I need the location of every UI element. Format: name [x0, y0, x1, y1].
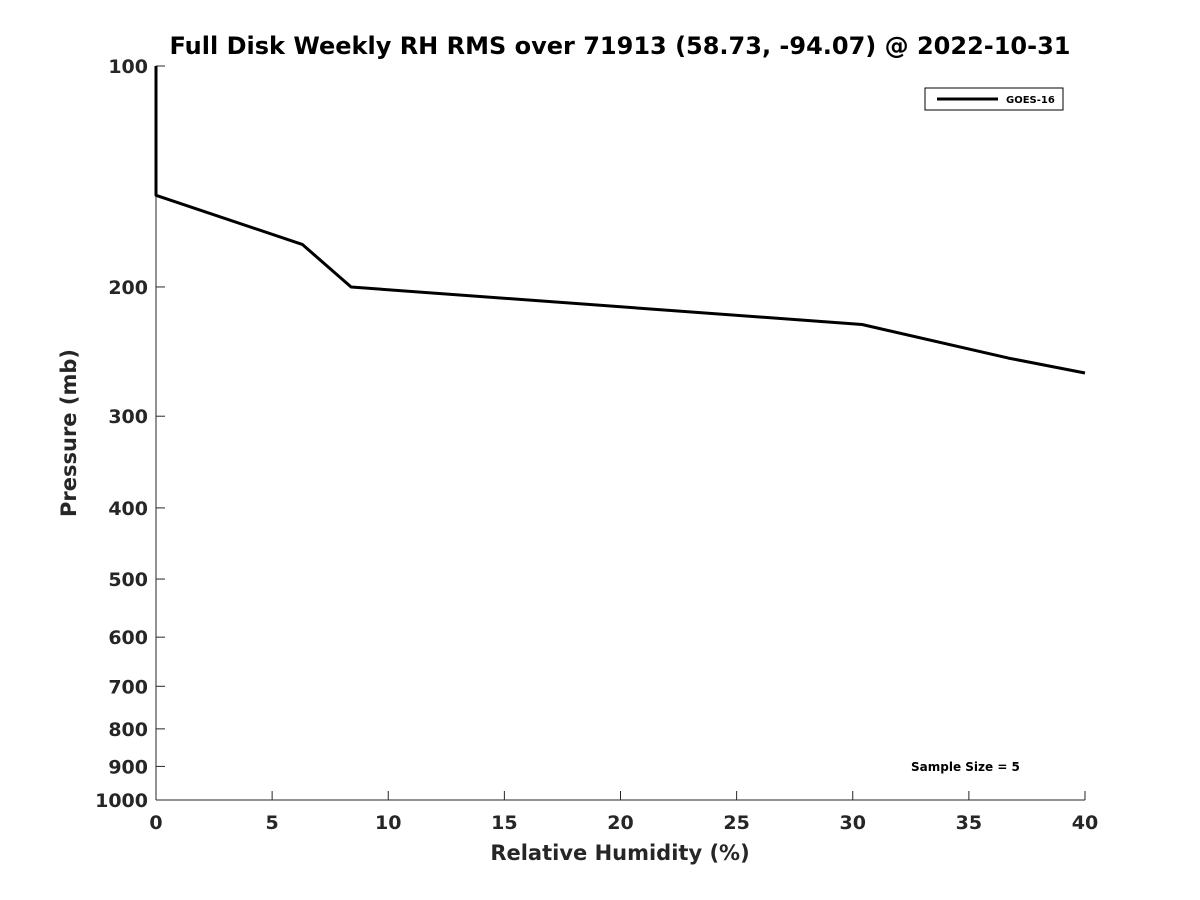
chart-title: Full Disk Weekly RH RMS over 71913 (58.7…	[169, 32, 1070, 60]
x-tick-label-2: 10	[375, 812, 401, 834]
x-tick-label-1: 5	[266, 812, 279, 834]
x-axis-label: Relative Humidity (%)	[490, 841, 749, 865]
legend-label-goes-16: GOES-16	[1006, 95, 1055, 106]
x-tick-label-7: 35	[956, 812, 982, 834]
x-tick-label-4: 20	[607, 812, 633, 834]
y-tick-label-5: 600	[108, 627, 148, 649]
y-tick-label-7: 800	[108, 719, 148, 741]
x-tick-label-6: 30	[840, 812, 866, 834]
y-tick-label-4: 500	[108, 569, 148, 591]
plot-area: 0 5 10 15 20 25 30 35 40 100 200 300 400 500 600 700 800…	[95, 56, 1098, 834]
x-tick-label-5: 25	[723, 812, 749, 834]
x-tick-label-0: 0	[149, 812, 162, 834]
legend: GOES-16	[924, 87, 1064, 111]
y-tick-label-3: 400	[108, 498, 148, 520]
y-tick-label-0: 100	[108, 56, 148, 78]
series-line-goes-16	[154, 66, 1086, 375]
y-tick-label-8: 900	[108, 756, 148, 778]
y-tick-label-2: 300	[108, 406, 148, 428]
y-axis-label: Pressure (mb)	[57, 349, 81, 517]
x-tick-label-3: 15	[491, 812, 517, 834]
y-tick-label-1: 200	[108, 277, 148, 299]
x-tick-label-8: 40	[1072, 812, 1098, 834]
y-tick-label-6: 700	[108, 676, 148, 698]
y-tick-label-9: 1000	[95, 790, 148, 812]
sample-size-annotation: Sample Size = 5	[911, 760, 1020, 774]
